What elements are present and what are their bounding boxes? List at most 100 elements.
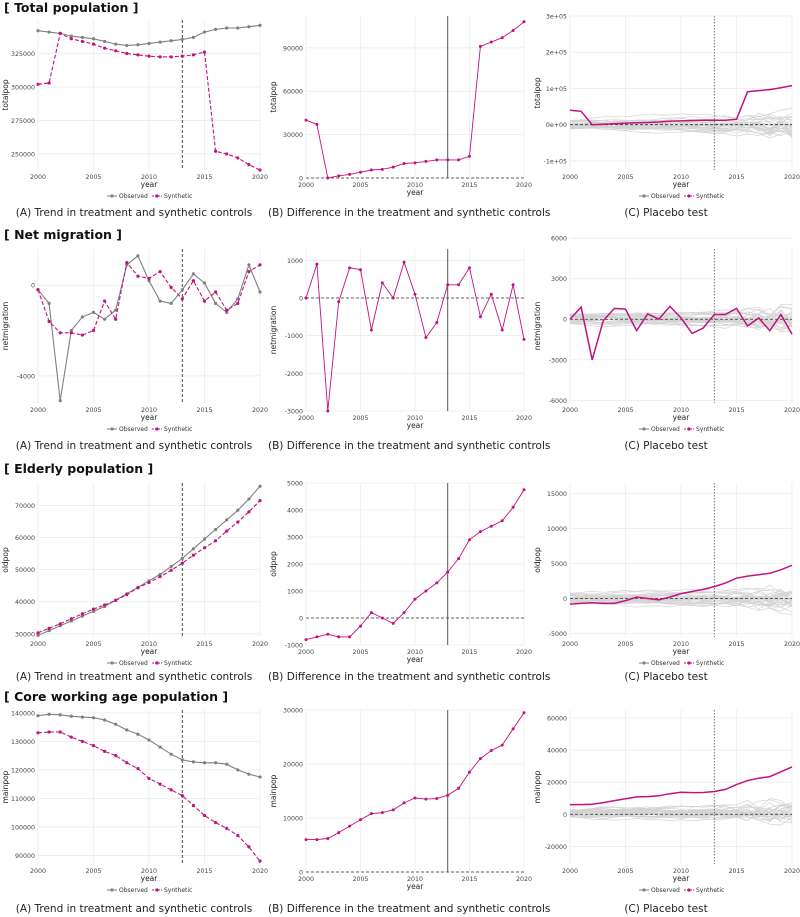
y-tick-label: 0: [299, 870, 303, 877]
y-tick-label: 4000: [287, 508, 303, 515]
gridlines: [305, 16, 525, 179]
section-title-total-population: [ Total population ]: [4, 0, 139, 15]
x-tick-label: 2020: [252, 641, 268, 648]
observed-point: [125, 728, 129, 732]
y-tick-label: 40000: [547, 748, 567, 755]
synthetic-point: [147, 580, 151, 585]
difference-point: [413, 161, 417, 165]
observed-point: [114, 42, 118, 46]
observed-point: [58, 713, 62, 717]
difference-point: [424, 159, 428, 163]
observed-point: [225, 26, 229, 30]
difference-point: [522, 20, 526, 24]
observed-point: [69, 328, 73, 333]
chart-svg: 250000 275000 300000 325000 2000 2005 2010 2015…: [1, 20, 268, 200]
difference-point: [435, 581, 439, 585]
difference-point: [468, 154, 471, 158]
legend-synthetic-marker: [155, 661, 159, 665]
difference-point: [348, 824, 352, 828]
x-tick-label: 2020: [516, 876, 532, 883]
x-tick-label: 2020: [784, 407, 800, 414]
placebo-line: [569, 307, 793, 320]
x-axis-label: year: [673, 874, 691, 883]
y-tick-label: 2e+05: [546, 50, 567, 57]
difference-point: [424, 589, 428, 593]
difference-point: [500, 743, 504, 747]
y-axis-label: mainpop: [533, 770, 542, 803]
synthetic-point: [114, 317, 118, 321]
difference-point: [315, 635, 319, 639]
legend-observed-marker: [110, 888, 114, 892]
y-axis-label: netmigration: [1, 302, 10, 351]
chart-elderly-population-placebo: -5000 0 5000 10000 15000 2000 2005 2010 2015 2020…: [532, 477, 800, 671]
x-tick-label: 2005: [85, 641, 101, 648]
difference-point: [522, 711, 526, 715]
difference-point: [457, 557, 461, 561]
observed-point: [236, 26, 240, 30]
x-tick-label: 2010: [141, 174, 157, 181]
placebo-line: [569, 811, 793, 821]
gridlines: [37, 483, 261, 637]
synthetic-point: [202, 299, 207, 303]
synthetic-point: [58, 730, 62, 734]
gridlines: [569, 710, 793, 864]
difference-point: [402, 801, 406, 805]
difference-point: [359, 268, 362, 272]
difference-point: [500, 36, 504, 40]
observed-point: [225, 310, 229, 315]
observed-point: [202, 281, 207, 285]
chart-svg: -1000 0 1000 2000 3000 4000 5000 2000 2005 2010 20…: [269, 481, 532, 665]
legend-observed-label: Observed: [651, 193, 680, 200]
caption-a: (A) Trend in treatment and synthetic con…: [15, 903, 253, 915]
y-tick-label: 90000: [15, 853, 35, 860]
observed-point: [169, 752, 173, 756]
x-tick-label: 2005: [85, 407, 101, 414]
synthetic-point: [258, 263, 262, 267]
difference-point: [380, 167, 384, 171]
difference-point: [457, 158, 461, 162]
observed-point: [136, 732, 140, 736]
difference-point: [402, 260, 406, 264]
treated-gap-line: [569, 564, 793, 605]
synthetic-point: [258, 168, 262, 172]
synthetic-point: [47, 730, 51, 734]
placebo-line: [570, 125, 793, 137]
synthetic-point: [69, 331, 73, 335]
synthetic-point: [225, 529, 229, 533]
section-title-net-migration: [ Net migration ]: [4, 227, 122, 242]
y-tick-label: 30000: [15, 631, 35, 638]
x-tick-label: 2000: [562, 641, 578, 648]
chart-net-migration-trend: -4000 0 2000 2005 2010 2015 2020 year netmigrati…: [0, 243, 268, 437]
caption-b: (B) Difference in the treatment and synt…: [268, 207, 551, 219]
placebo-lines: [569, 108, 793, 139]
difference-point: [337, 300, 341, 304]
synthetic-point: [247, 510, 251, 514]
difference-point: [468, 266, 471, 270]
difference-point: [424, 336, 428, 340]
observed-point: [180, 556, 184, 560]
x-tick-label: 2005: [85, 868, 101, 875]
difference-point: [326, 409, 330, 413]
placebo-line: [569, 306, 793, 316]
observed-point: [258, 290, 262, 294]
observed-point: [47, 628, 51, 633]
x-tick-label: 2015: [728, 868, 744, 875]
observed-point: [103, 317, 107, 321]
y-tick-label: 40000: [15, 599, 35, 606]
x-tick-label: 2015: [728, 174, 744, 181]
chart-svg: -3000 -2000 -1000 0 1000 2000 2005 2010 2015 2020…: [269, 249, 532, 430]
observed-point: [91, 310, 96, 315]
x-tick-label: 2015: [728, 641, 744, 648]
caption-c: (C) Placebo test: [624, 671, 708, 683]
synthetic-point: [103, 299, 107, 303]
difference-point: [348, 172, 352, 176]
y-tick-label: 20000: [283, 762, 303, 769]
synthetic-point: [214, 539, 218, 543]
difference-point: [511, 727, 515, 731]
synthetic-point: [169, 55, 173, 59]
caption-a: (A) Trend in treatment and synthetic con…: [15, 671, 253, 683]
difference-point: [380, 281, 384, 285]
difference-point: [435, 158, 439, 162]
y-tick-label: 0: [563, 812, 567, 819]
placebo-line: [569, 599, 793, 608]
